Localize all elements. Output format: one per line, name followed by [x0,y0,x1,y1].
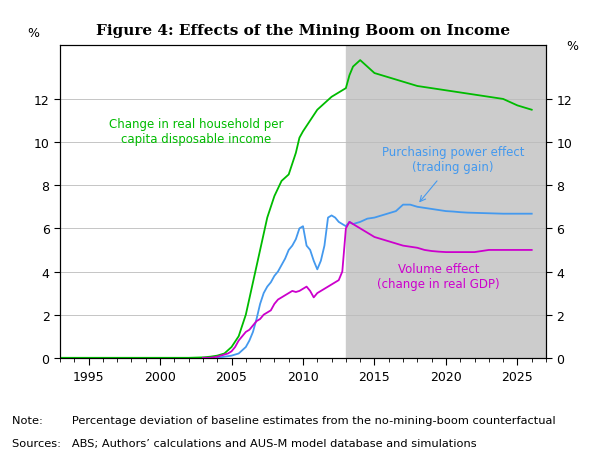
Text: Purchasing power effect
(trading gain): Purchasing power effect (trading gain) [382,146,524,174]
Text: Note:        Percentage deviation of baseline estimates from the no-mining-boom : Note: Percentage deviation of baseline e… [12,415,556,425]
Text: Sources:   ABS; Authors’ calculations and AUS-M model database and simulations: Sources: ABS; Authors’ calculations and … [12,438,476,448]
Title: Figure 4: Effects of the Mining Boom on Income: Figure 4: Effects of the Mining Boom on … [96,24,510,38]
Y-axis label: %: % [567,39,579,53]
Y-axis label: %: % [27,27,39,39]
Bar [346,46,546,358]
Text: Change in real household per
capita disposable income: Change in real household per capita disp… [109,118,283,146]
Text: Volume effect
(change in real GDP): Volume effect (change in real GDP) [377,262,500,290]
